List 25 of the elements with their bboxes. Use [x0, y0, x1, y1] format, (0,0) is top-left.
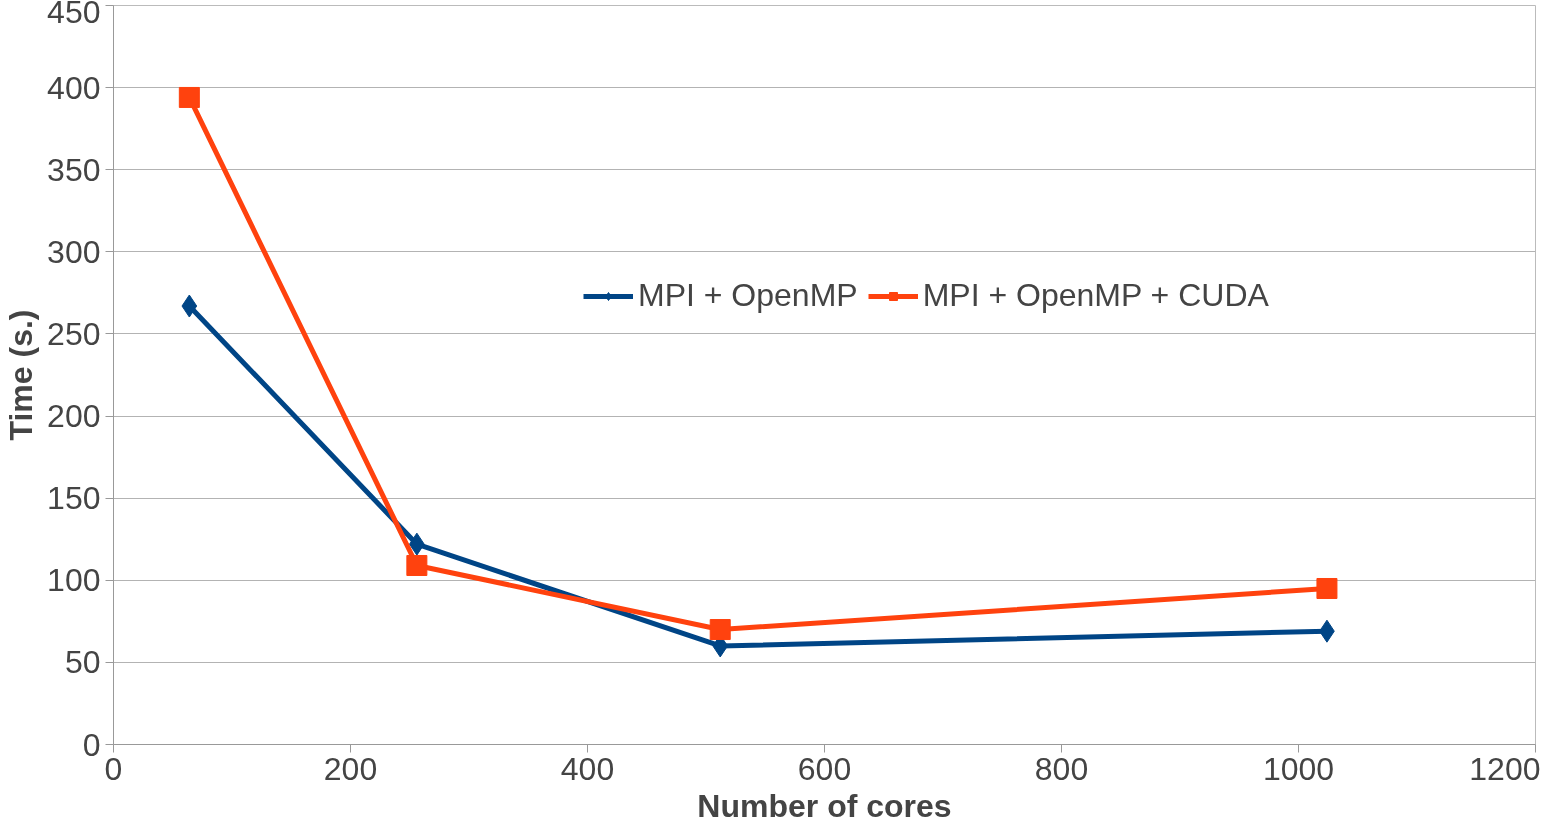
y-tick-label: 150 — [47, 480, 101, 517]
point — [181, 294, 198, 318]
y-tick-label: 450 — [47, 0, 101, 30]
x-tick-label: 200 — [323, 750, 378, 787]
y-tick-label: 400 — [47, 69, 101, 106]
y-tick-label: 200 — [47, 398, 101, 435]
x-tick-label: 600 — [797, 750, 852, 787]
y-tick-label: 100 — [47, 562, 101, 599]
point — [406, 555, 428, 576]
x-tick-label: 1200 — [1469, 750, 1541, 787]
x-tick-label: 1000 — [1262, 750, 1335, 787]
legend-label: MPI + OpenMP + CUDA — [922, 277, 1269, 314]
y-tick-label: 350 — [47, 151, 101, 188]
y-tick-label: 0 — [82, 726, 101, 763]
point — [1316, 577, 1338, 599]
y-tick-label: 300 — [47, 233, 101, 270]
x-tick-label: 400 — [560, 750, 615, 787]
point — [178, 86, 200, 108]
y-tick-label: 50 — [64, 644, 101, 681]
y-axis-title: Time (s.) — [3, 309, 40, 441]
point — [709, 619, 731, 641]
y-tick-label: 250 — [47, 315, 101, 352]
x-axis-title: Number of cores — [697, 787, 952, 824]
legend-label: MPI + OpenMP — [638, 277, 858, 314]
x-tick-label: 800 — [1034, 750, 1089, 787]
